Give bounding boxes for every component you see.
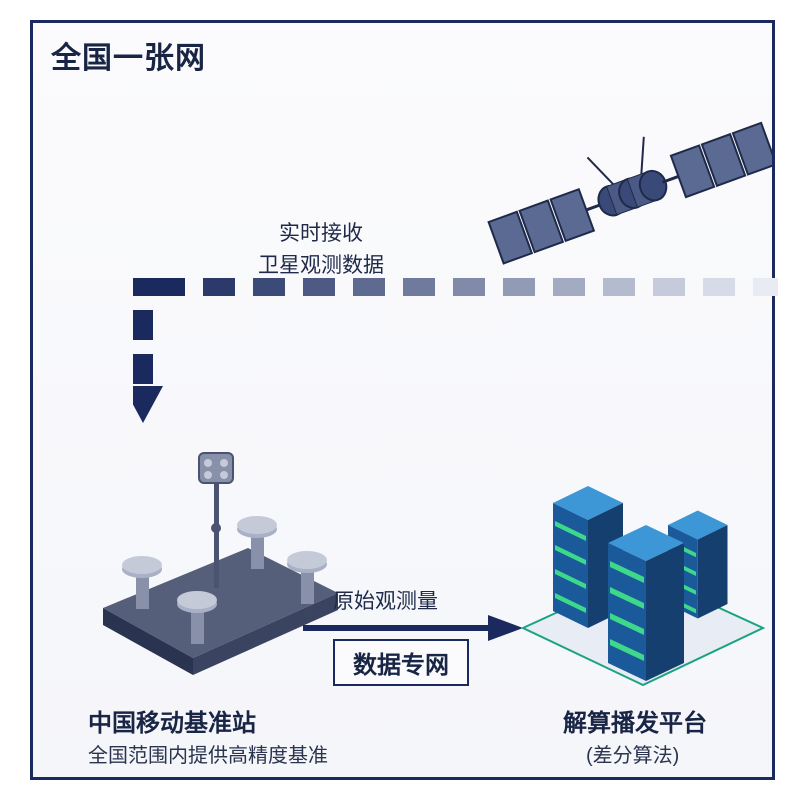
- server-cluster-icon: [508, 453, 773, 693]
- station-title: 中国移动基准站: [88, 703, 256, 738]
- page-title: 全国一张网: [51, 33, 206, 77]
- sat-label-line1: 实时接收: [279, 222, 363, 245]
- diagram-frame: 全国一张网 实时接收 卫星观测: [30, 20, 775, 780]
- server-title: 解算播发平台: [563, 703, 707, 738]
- station-subtitle: 全国范围内提供高精度基准: [88, 739, 328, 768]
- satellite-label: 实时接收 卫星观测数据: [258, 218, 384, 281]
- server-subtitle: (差分算法): [586, 739, 679, 768]
- sat-label-line2: 卫星观测数据: [258, 254, 384, 277]
- arrow-label-top: 原始观测量: [333, 585, 438, 615]
- data-flow-path: [133, 278, 778, 428]
- arrow-label-box: 数据专网: [333, 639, 469, 686]
- satellite-icon: [482, 98, 772, 288]
- base-station-icon: [73, 423, 363, 683]
